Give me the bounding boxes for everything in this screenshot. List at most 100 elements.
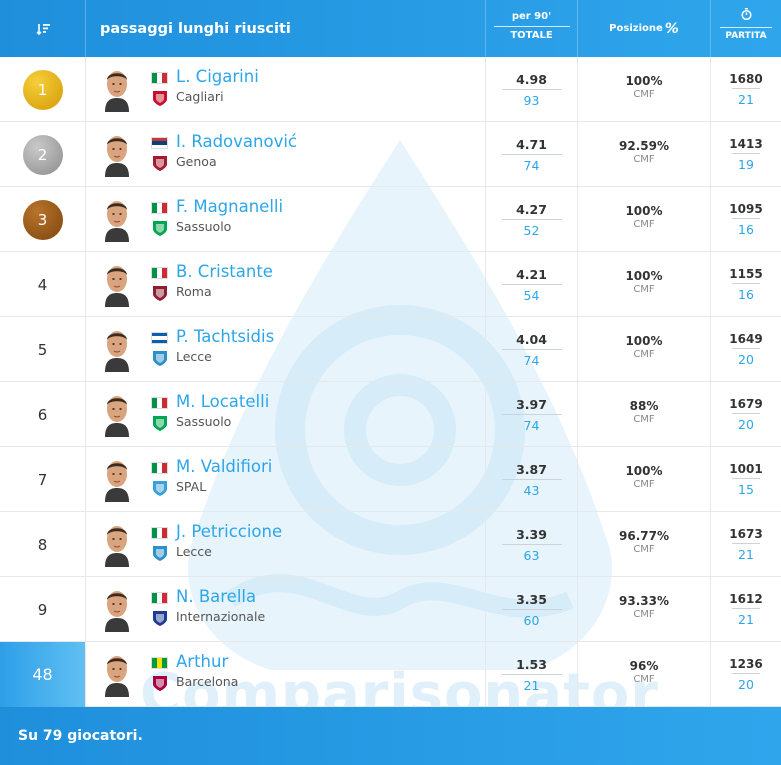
matches-played: 21 — [738, 612, 754, 627]
total-label: TOTALE — [510, 30, 553, 41]
table-row[interactable]: 9 N. Barella Internazionale 3.35 60 93.33% CMF… — [0, 577, 781, 642]
table-row[interactable]: 6 M. Locatelli Sassuolo 3.97 74 88% CMF 1679 20 — [0, 382, 781, 447]
sort-descending-icon — [35, 23, 50, 35]
table-row[interactable]: 48 Arthur Barcelona 1.53 21 96% CMF 1236 20 — [0, 642, 781, 707]
sassuolo-crest-icon — [153, 221, 167, 236]
team-name: Sassuolo — [176, 414, 232, 429]
table-row[interactable]: 2 I. Radovanović Genoa 4.71 74 92.59% CMF 1413 1… — [0, 122, 781, 187]
player-avatar[interactable] — [101, 651, 133, 697]
position-percent: 96.77% — [619, 529, 669, 543]
stat-title: passaggi lunghi riusciti — [86, 0, 486, 57]
player-avatar[interactable] — [101, 391, 133, 437]
lecce-crest-icon — [153, 546, 167, 561]
matches-played: 15 — [738, 482, 754, 497]
table-row[interactable]: 8 J. Petriccione Lecce 3.39 63 96.77% CMF 1673 2… — [0, 512, 781, 577]
barcelona-crest-icon — [153, 676, 167, 691]
per90-value: 3.97 — [516, 397, 547, 412]
rank-cell: 1 — [0, 57, 86, 122]
player-name-link[interactable]: J. Petriccione — [176, 522, 283, 541]
minutes-played: 1155 — [729, 267, 763, 281]
position-header[interactable]: Posizione % — [578, 0, 711, 57]
per90-value: 4.04 — [516, 332, 547, 347]
nationality-flag-icon — [151, 657, 168, 669]
lecce-crest-icon — [153, 351, 167, 366]
player-avatar[interactable] — [101, 131, 133, 177]
matches-played: 21 — [738, 92, 754, 107]
position-percent: 88% — [629, 399, 659, 413]
position-role: CMF — [633, 674, 655, 685]
minutes-played: 1679 — [729, 397, 763, 411]
per90-cell: 3.35 60 — [486, 577, 578, 642]
player-cell: J. Petriccione Lecce — [86, 512, 486, 577]
player-name-link[interactable]: Arthur — [176, 652, 229, 671]
player-avatar[interactable] — [101, 196, 133, 242]
per90-cell: 4.27 52 — [486, 187, 578, 252]
sort-button[interactable] — [0, 0, 86, 57]
per90-total-header[interactable]: per 90' TOTALE — [486, 0, 578, 57]
match-cell: 1679 20 — [711, 382, 781, 447]
nationality-flag-icon — [151, 267, 168, 279]
matches-played: 16 — [738, 287, 754, 302]
player-cell: B. Cristante Roma — [86, 252, 486, 317]
position-label: Posizione — [609, 23, 663, 34]
match-cell: 1612 21 — [711, 577, 781, 642]
player-avatar[interactable] — [101, 521, 133, 567]
nationality-flag-icon — [151, 137, 168, 149]
match-header[interactable]: PARTITA — [711, 0, 781, 57]
position-cell: 100% CMF — [578, 57, 711, 122]
sassuolo-crest-icon — [153, 416, 167, 431]
table-row[interactable]: 7 M. Valdifiori SPAL 3.87 43 100% CMF 1001 15 — [0, 447, 781, 512]
rank-number: 48 — [32, 665, 53, 684]
player-name-link[interactable]: P. Tachtsidis — [176, 327, 275, 346]
player-name-link[interactable]: M. Valdifiori — [176, 457, 273, 476]
table-row[interactable]: 3 F. Magnanelli Sassuolo 4.27 52 100% CMF 1095 1… — [0, 187, 781, 252]
player-cell: P. Tachtsidis Lecce — [86, 317, 486, 382]
minutes-played: 1673 — [729, 527, 763, 541]
position-role: CMF — [633, 349, 655, 360]
position-percent: 100% — [625, 269, 663, 283]
rank-cell: 6 — [0, 382, 86, 447]
per90-value: 4.71 — [516, 137, 547, 152]
player-name-link[interactable]: F. Magnanelli — [176, 197, 284, 216]
rank-number: 5 — [37, 340, 48, 359]
total-value: 43 — [523, 483, 540, 498]
player-name-link[interactable]: M. Locatelli — [176, 392, 270, 411]
genoa-crest-icon — [153, 156, 167, 171]
position-cell: 96.77% CMF — [578, 512, 711, 577]
table-row[interactable]: 1 L. Cigarini Cagliari 4.98 93 100% CMF 1680 21 — [0, 57, 781, 122]
position-percent: 100% — [625, 464, 663, 478]
nationality-flag-icon — [151, 202, 168, 214]
nationality-flag-icon — [151, 462, 168, 474]
per90-value: 4.27 — [516, 202, 547, 217]
rank-number: 8 — [37, 535, 48, 554]
per90-cell: 4.98 93 — [486, 57, 578, 122]
team-name: Genoa — [176, 154, 217, 169]
player-avatar[interactable] — [101, 261, 133, 307]
player-name-link[interactable]: I. Radovanović — [176, 132, 297, 151]
position-cell: 100% CMF — [578, 317, 711, 382]
bronze-medal-icon: 3 — [22, 199, 63, 240]
team-name: SPAL — [176, 479, 207, 494]
minutes-played: 1680 — [729, 72, 763, 86]
player-name-link[interactable]: B. Cristante — [176, 262, 273, 281]
table-row[interactable]: 4 B. Cristante Roma 4.21 54 100% CMF 1155 16 — [0, 252, 781, 317]
total-value: 63 — [523, 548, 540, 563]
player-avatar[interactable] — [101, 456, 133, 502]
position-cell: 96% CMF — [578, 642, 711, 707]
player-avatar[interactable] — [101, 586, 133, 632]
nationality-flag-icon — [151, 592, 168, 604]
per90-value: 3.39 — [516, 527, 547, 542]
matches-played: 20 — [738, 352, 754, 367]
player-name-link[interactable]: N. Barella — [176, 587, 257, 606]
total-value: 60 — [523, 613, 540, 628]
position-cell: 93.33% CMF — [578, 577, 711, 642]
position-percent: 100% — [625, 74, 663, 88]
table-row[interactable]: 5 P. Tachtsidis Lecce 4.04 74 100% CMF 1649 20 — [0, 317, 781, 382]
minutes-played: 1095 — [729, 202, 763, 216]
silver-medal-icon: 2 — [22, 134, 63, 175]
player-avatar[interactable] — [101, 66, 133, 112]
total-value: 21 — [523, 678, 540, 693]
player-name-link[interactable]: L. Cigarini — [176, 67, 259, 86]
position-role: CMF — [633, 89, 655, 100]
player-avatar[interactable] — [101, 326, 133, 372]
